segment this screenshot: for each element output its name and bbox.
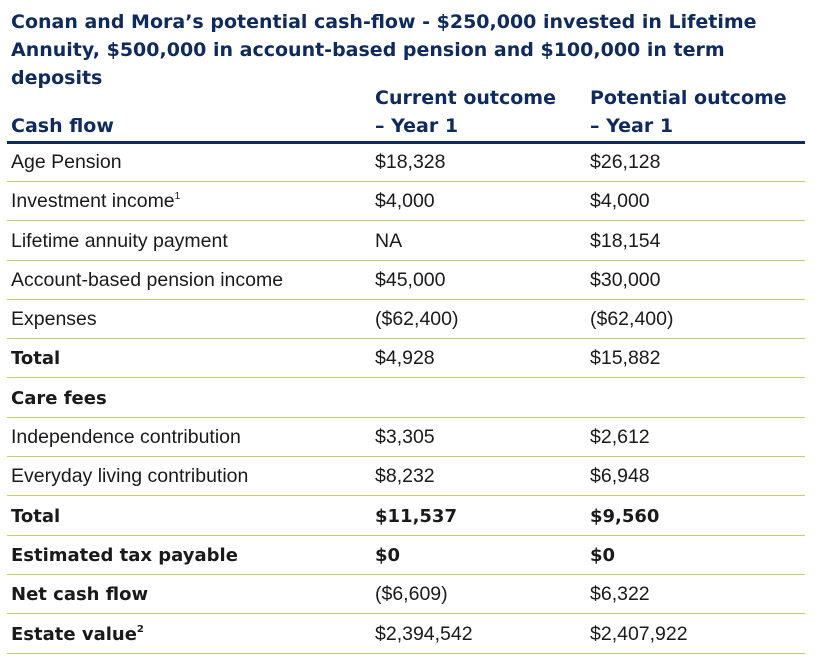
row-label: Estate value2 <box>11 623 144 645</box>
row-label: Total <box>11 505 61 527</box>
header-cash-flow: Cash flow <box>11 115 114 137</box>
row-label: Everyday living contribution <box>11 465 249 488</box>
footnote-marker: 1 <box>174 191 181 203</box>
potential-value: $15,882 <box>590 347 661 370</box>
row-label: Independence contribution <box>11 426 241 449</box>
row-label: Lifetime annuity payment <box>11 229 228 252</box>
row-label: Net cash flow <box>11 584 149 606</box>
header-current-outcome: Current outcome – Year 1 <box>375 87 556 137</box>
current-value: $3,305 <box>375 426 435 449</box>
title-line-2: Annuity, $500,000 in account-based pensi… <box>11 39 725 89</box>
row-label: Account-based pension income <box>11 268 284 291</box>
potential-value: $30,000 <box>590 268 661 291</box>
potential-value: $6,322 <box>590 583 650 606</box>
table-row-expenses: Expenses ($62,400) ($62,400) <box>7 301 805 340</box>
table-row-everyday-living: Everyday living contribution $8,232 $6,9… <box>7 458 805 497</box>
current-value: ($62,400) <box>375 308 459 331</box>
table-row-account-based-pension: Account-based pension income $45,000 $30… <box>7 262 805 300</box>
current-value: $18,328 <box>375 151 446 173</box>
potential-value: $0 <box>590 544 616 566</box>
current-value: $4,000 <box>375 190 435 213</box>
current-value: $45,000 <box>375 268 446 291</box>
current-value: $2,394,542 <box>375 622 473 645</box>
table-row-total-care-fees: Total $11,537 $9,560 <box>7 498 805 536</box>
table-row-net-cash-flow: Net cash flow ($6,609) $6,322 <box>7 576 805 615</box>
table-body: Age Pension $18,328 $26,128 Investment i… <box>7 144 805 655</box>
row-label: Investment income1 <box>11 190 181 213</box>
table-row-investment-income: Investment income1 $4,000 $4,000 <box>7 183 805 222</box>
potential-value: $9,560 <box>590 505 660 527</box>
header-divider <box>7 141 805 144</box>
header-potential-outcome: Potential outcome – Year 1 <box>590 87 787 137</box>
table-row-lifetime-annuity: Lifetime annuity payment NA $18,154 <box>7 223 805 261</box>
row-label: Total <box>11 348 61 370</box>
potential-value: $6,948 <box>590 465 650 488</box>
table-header: Cash flow Current outcome – Year 1 Poten… <box>0 84 834 141</box>
table-row-estate-value: Estate value2 $2,394,542 $2,407,922 <box>7 616 805 654</box>
row-label: Expenses <box>11 308 97 331</box>
current-value: $0 <box>375 544 401 566</box>
potential-value: ($62,400) <box>590 308 674 331</box>
current-value: NA <box>375 229 403 252</box>
row-label: Age Pension <box>11 151 122 173</box>
potential-value: $18,154 <box>590 229 661 252</box>
potential-value: $26,128 <box>590 151 661 173</box>
section-label: Care fees <box>11 387 107 409</box>
table-row-total-cash: Total $4,928 $15,882 <box>7 340 805 379</box>
table-row-care-fees-heading: Care fees <box>7 380 805 418</box>
table-row-age-pension: Age Pension $18,328 $26,128 <box>7 144 805 182</box>
footnote-marker: 2 <box>136 623 144 635</box>
table-row-estimated-tax: Estimated tax payable $0 $0 <box>7 537 805 575</box>
table-title: Conan and Mora’s potential cash-flow - $… <box>11 8 811 92</box>
current-value: $8,232 <box>375 465 435 488</box>
current-value: ($6,609) <box>375 583 448 606</box>
current-value: $11,537 <box>375 505 457 527</box>
row-label: Estimated tax payable <box>11 544 238 566</box>
potential-value: $2,407,922 <box>590 622 688 645</box>
table-row-independence-contribution: Independence contribution $3,305 $2,612 <box>7 419 805 458</box>
potential-value: $4,000 <box>590 190 650 213</box>
potential-value: $2,612 <box>590 426 650 449</box>
title-line-1: Conan and Mora’s potential cash-flow - $… <box>11 11 757 33</box>
current-value: $4,928 <box>375 347 435 370</box>
